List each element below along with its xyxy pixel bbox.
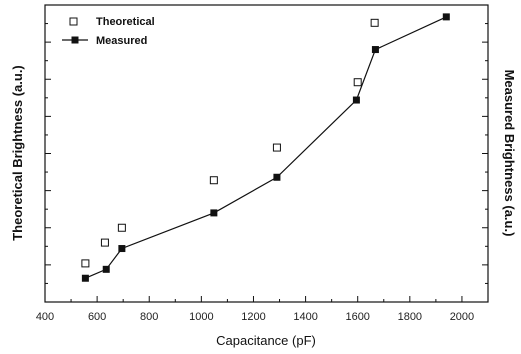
left-y-axis-title: Theoretical Brightness (a.u.) — [10, 65, 25, 241]
theoretical-point — [117, 223, 126, 232]
legend: Theoretical Measured — [62, 16, 155, 47]
x-tick-label-1800: 1800 — [398, 311, 422, 323]
measured-series-points — [81, 13, 450, 282]
measured-point — [102, 265, 110, 273]
x-axis-title: Capacitance (pF) — [216, 333, 316, 348]
x-axis-tick-labels: 400 600 800 1000 1200 1400 1600 1800 2000 — [36, 311, 474, 323]
measured-point — [371, 46, 379, 54]
theoretical-point — [370, 18, 379, 27]
measured-point — [118, 245, 126, 253]
legend-theoretical-label: Theoretical — [96, 16, 155, 28]
x-tick-label-2000: 2000 — [450, 311, 474, 323]
measured-point — [273, 173, 281, 181]
measured-series-line — [85, 16, 447, 279]
plot-frame — [44, 4, 489, 303]
measured-point — [81, 274, 89, 282]
theoretical-point — [81, 259, 90, 268]
x-tick-label-800: 800 — [140, 311, 158, 323]
x-tick-label-600: 600 — [88, 311, 106, 323]
x-tick-label-1400: 1400 — [293, 311, 317, 323]
measured-point — [442, 13, 450, 21]
right-y-axis-ticks — [482, 23, 488, 284]
theoretical-series-points — [81, 18, 379, 268]
legend-measured-label: Measured — [96, 35, 147, 47]
measured-point — [352, 96, 360, 104]
legend-theoretical-marker — [69, 17, 78, 26]
x-tick-label-1000: 1000 — [189, 311, 213, 323]
theoretical-point — [272, 143, 281, 152]
x-tick-label-1600: 1600 — [345, 311, 369, 323]
left-y-axis-ticks — [45, 23, 51, 284]
legend-measured-marker — [71, 36, 79, 44]
measured-point — [210, 209, 218, 217]
x-axis-ticks — [44, 296, 463, 302]
theoretical-point — [353, 78, 362, 87]
x-tick-label-400: 400 — [36, 311, 54, 323]
right-y-axis-title: Measured Brightness (a.u.) — [502, 70, 517, 237]
x-tick-label-1200: 1200 — [241, 311, 265, 323]
theoretical-point — [209, 176, 218, 185]
theoretical-point — [100, 238, 109, 247]
